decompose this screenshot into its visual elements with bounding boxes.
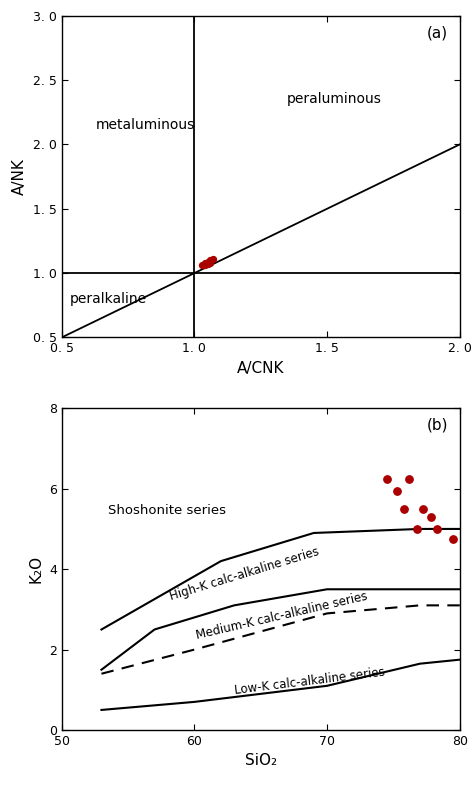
Point <box>201 259 209 272</box>
Text: peralkaline: peralkaline <box>70 292 147 306</box>
Point <box>419 502 427 515</box>
Point <box>433 523 441 535</box>
Point <box>207 257 214 269</box>
Text: (b): (b) <box>426 418 448 433</box>
Text: metaluminous: metaluminous <box>96 118 195 132</box>
Y-axis label: K₂O: K₂O <box>28 555 43 583</box>
Point <box>449 533 457 546</box>
Text: High-K calc-alkaline series: High-K calc-alkaline series <box>168 546 320 604</box>
Point <box>406 473 413 485</box>
Point <box>207 254 214 267</box>
X-axis label: A/CNK: A/CNK <box>237 361 284 376</box>
Point <box>201 257 209 269</box>
Text: (a): (a) <box>427 25 448 40</box>
Text: Shoshonite series: Shoshonite series <box>108 504 226 517</box>
Point <box>204 257 211 270</box>
Point <box>427 510 434 523</box>
Y-axis label: A/NK: A/NK <box>12 158 27 195</box>
Point <box>209 253 217 265</box>
Text: peraluminous: peraluminous <box>287 93 382 106</box>
Text: Medium-K calc-alkaline series: Medium-K calc-alkaline series <box>194 590 368 642</box>
Point <box>413 523 421 535</box>
Point <box>400 502 408 515</box>
Point <box>383 473 391 485</box>
Text: Low-K calc-alkaline series: Low-K calc-alkaline series <box>234 666 386 697</box>
Point <box>393 484 401 497</box>
X-axis label: SiO₂: SiO₂ <box>245 754 277 769</box>
Point <box>204 255 211 268</box>
Point <box>199 259 206 272</box>
